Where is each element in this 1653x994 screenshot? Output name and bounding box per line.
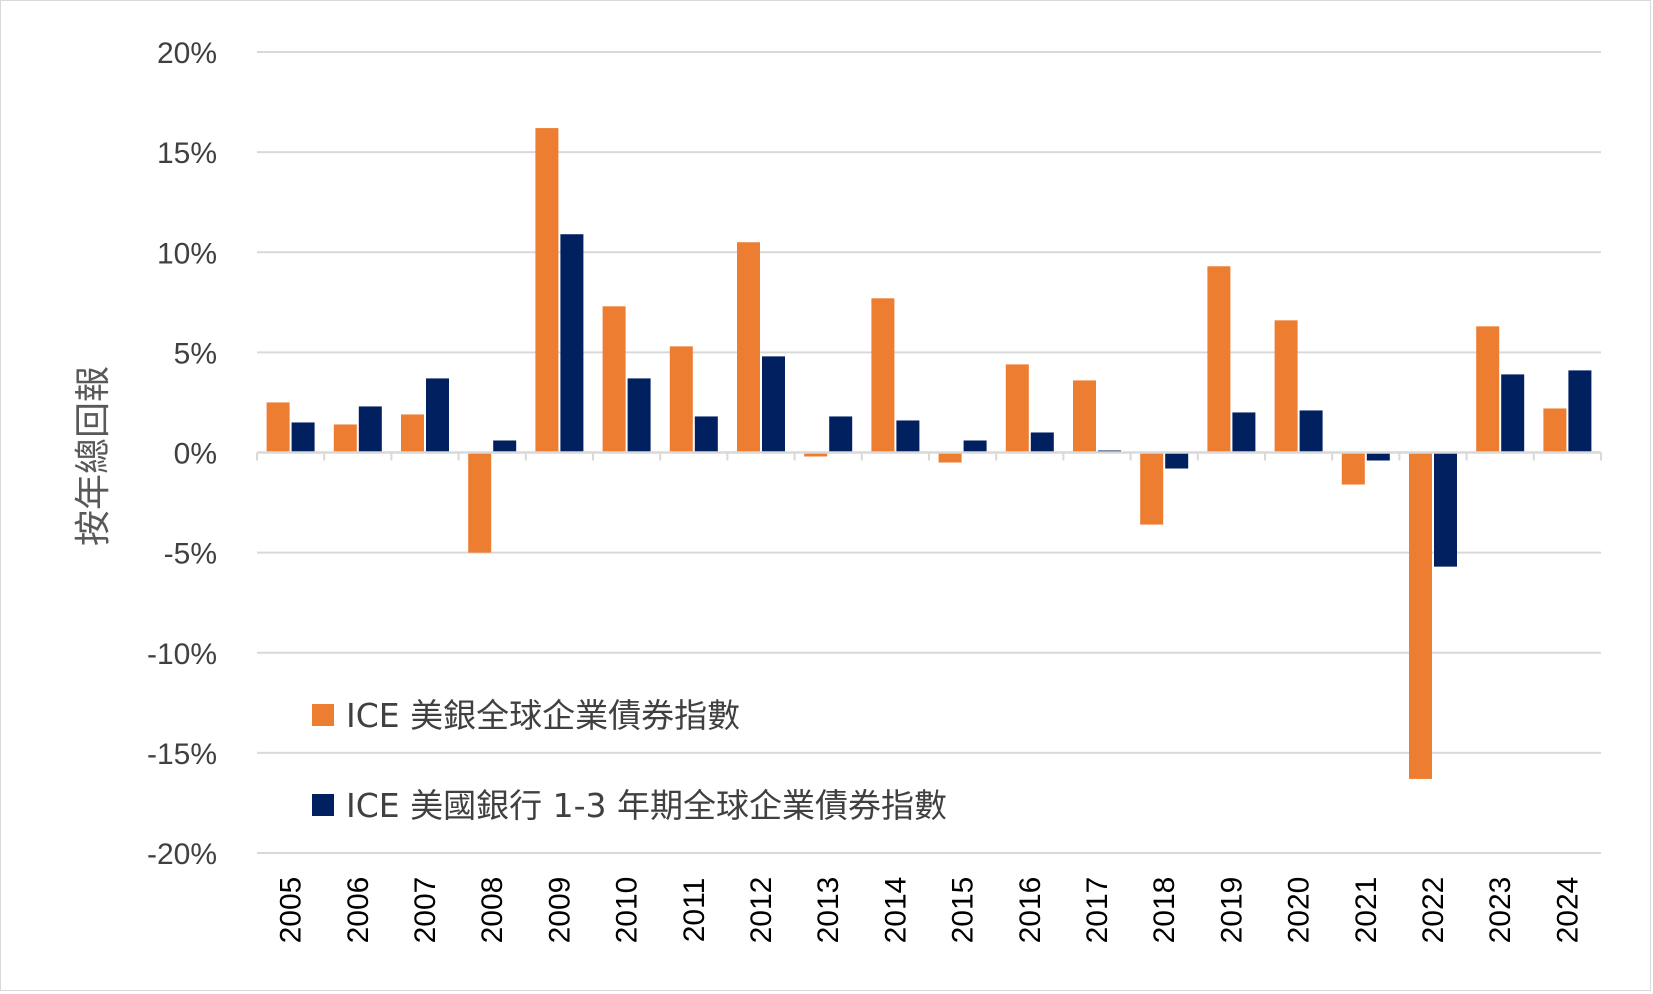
x-tick-label: 2010: [611, 877, 644, 944]
bar: [493, 440, 517, 453]
x-tick-label: 2011: [678, 878, 711, 943]
bar: [896, 420, 920, 453]
bar: [1568, 370, 1592, 453]
x-tick-label: 2013: [812, 877, 845, 944]
x-tick-label: 2005: [275, 877, 308, 944]
y-axis-title: 按年總回報: [73, 366, 114, 546]
bar: [1005, 364, 1029, 453]
legend-swatch-corporate-bond: [312, 704, 334, 726]
y-tick-label: -15%: [147, 738, 217, 771]
zero-axis: [256, 451, 1602, 461]
x-tick-label: 2014: [879, 877, 912, 944]
bar: [694, 416, 718, 453]
legend: ICE 美銀全球企業債券指數 ICE 美國銀行 1-3 年期全球企業債券指數: [312, 696, 947, 825]
bar: [963, 440, 987, 453]
bar: [468, 452, 492, 553]
x-tick-label: 2019: [1215, 877, 1248, 944]
x-tick-label: 2012: [745, 877, 778, 944]
bar: [1207, 266, 1231, 453]
x-tick-label: 2015: [947, 877, 980, 944]
y-tick-label: -20%: [147, 838, 217, 871]
x-tick-label: 2023: [1484, 877, 1517, 944]
y-tick-label: -10%: [147, 638, 217, 671]
x-tick-label: 2021: [1350, 877, 1383, 944]
legend-label-corporate-bond: ICE 美銀全球企業債券指數: [346, 696, 740, 735]
x-tick-label: 2008: [476, 877, 509, 944]
bar: [333, 424, 357, 453]
bar: [1501, 374, 1525, 453]
bar: [560, 234, 584, 453]
x-tick-label: 2006: [342, 877, 375, 944]
bar: [627, 378, 651, 453]
legend-label-short-term-corporate-bond: ICE 美國銀行 1-3 年期全球企業債券指數: [346, 786, 947, 825]
bar: [535, 128, 559, 453]
bar: [266, 402, 290, 453]
y-tick-label: 20%: [157, 37, 217, 70]
bar: [1030, 432, 1054, 453]
bar: [762, 356, 785, 453]
bar: [401, 414, 424, 453]
x-tick-label: 2017: [1081, 877, 1114, 944]
y-tick-label: 5%: [174, 337, 217, 370]
bar: [1341, 452, 1365, 485]
bar: [1274, 320, 1298, 453]
legend-swatch-short-term-corporate-bond: [312, 794, 334, 816]
bar: [829, 416, 853, 453]
y-tick-label: 15%: [157, 137, 217, 170]
bar: [1232, 412, 1256, 453]
bar: [737, 242, 760, 453]
bar: [1366, 452, 1390, 461]
x-tick-label: 2016: [1014, 877, 1047, 944]
bar: [602, 306, 626, 453]
x-tick-label: 2022: [1417, 877, 1450, 944]
bar: [1165, 452, 1189, 469]
bar: [669, 346, 693, 453]
bar: [1409, 452, 1432, 779]
bar: [1140, 452, 1164, 525]
x-tick-label: 2009: [543, 877, 576, 944]
bar: [804, 452, 828, 457]
bar: [871, 298, 895, 453]
y-tick-label: 10%: [157, 237, 217, 270]
bar: [1543, 408, 1567, 453]
y-tick-label: -5%: [164, 538, 217, 571]
x-axis-tick-labels: 2005 2006 2007 2008 2009 2010 2011 2012 2013 2014…: [275, 877, 1585, 944]
x-tick-label: 2007: [409, 877, 442, 944]
x-tick-label: 2018: [1148, 877, 1181, 944]
bar: [1476, 326, 1500, 453]
y-axis-tick-labels: 20% 15% 10% 5% 0% -5% -10% -15% -20%: [147, 37, 217, 871]
bar: [426, 378, 449, 453]
x-tick-label: 2024: [1551, 877, 1584, 944]
bar: [1073, 380, 1096, 453]
bar: [938, 452, 962, 463]
bar: [358, 406, 382, 453]
bars: [266, 128, 1592, 779]
bar: [291, 422, 315, 453]
bar: [1434, 452, 1457, 567]
y-tick-label: 0%: [174, 438, 217, 471]
x-tick-label: 2020: [1283, 877, 1316, 944]
bar: [1299, 410, 1323, 453]
